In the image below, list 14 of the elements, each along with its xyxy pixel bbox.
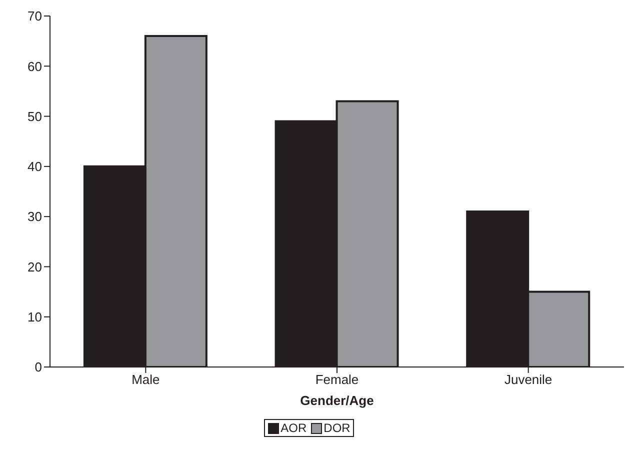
y-tick-label: 50 <box>28 108 42 124</box>
y-tick-label: 40 <box>28 159 42 174</box>
x-axis-title: Gender/Age <box>300 393 374 408</box>
y-tick-label: 0 <box>34 360 42 375</box>
y-tick-label: 10 <box>28 309 42 324</box>
x-tick-label: Male <box>132 372 160 388</box>
x-tick-label: Juvenile <box>504 372 552 388</box>
y-tick-label: 60 <box>28 58 42 74</box>
y-tick-label: 70 <box>28 8 42 24</box>
legend-label: DOR <box>322 421 350 435</box>
y-tick-label: 20 <box>28 259 42 274</box>
legend-label: AOR <box>280 421 307 435</box>
x-tick-label: Female <box>315 372 359 388</box>
y-tick-label: 30 <box>28 209 42 224</box>
